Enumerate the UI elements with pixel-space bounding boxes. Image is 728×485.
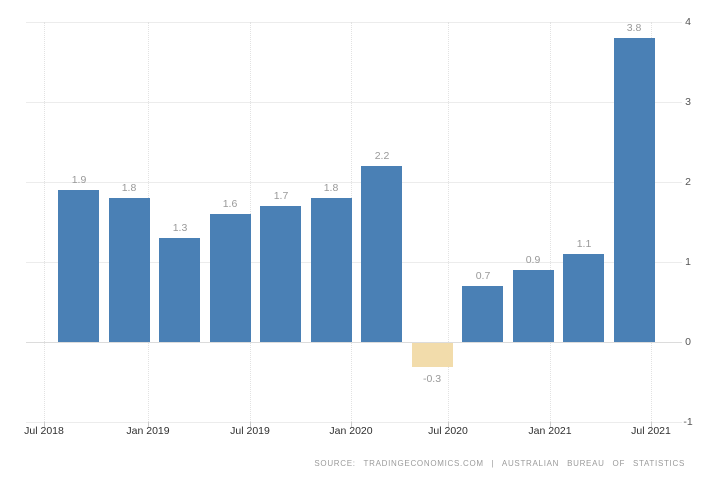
chart-bar-jan-2020[interactable] — [361, 166, 402, 342]
x-axis-label: Jan 2021 — [528, 425, 572, 437]
bar-value-label: 1.1 — [576, 238, 592, 250]
y-axis-label: -1 — [683, 416, 693, 428]
horizontal-gridline — [26, 22, 682, 23]
x-axis-tick — [148, 422, 149, 427]
bar-value-label: 1.9 — [71, 174, 87, 186]
x-axis-label: Jan 2019 — [126, 425, 170, 437]
chart-bar-jul-2020[interactable] — [462, 286, 503, 342]
bar-value-label: 3.8 — [626, 22, 642, 34]
bar-value-label: 1.8 — [121, 182, 137, 194]
bar-value-label: 2.2 — [374, 150, 390, 162]
chart-bar-apr-2021[interactable] — [614, 38, 655, 342]
y-axis-label: 3 — [685, 96, 691, 108]
chart-bar-jan-2019[interactable] — [159, 238, 200, 342]
bar-value-label: 0.7 — [475, 270, 491, 282]
x-axis-label: Jul 2018 — [24, 425, 64, 437]
x-axis-label: Jul 2021 — [631, 425, 671, 437]
chart-bar-jul-2019[interactable] — [260, 206, 301, 342]
x-axis-tick — [351, 422, 352, 427]
horizontal-gridline — [26, 262, 682, 263]
x-axis-tick — [44, 422, 45, 427]
horizontal-gridline — [26, 342, 682, 343]
x-axis-tick — [250, 422, 251, 427]
chart-bar-jul-2018[interactable] — [58, 190, 99, 342]
horizontal-gridline — [26, 422, 682, 423]
source-attribution: SOURCE: TRADINGECONOMICS.COM | AUSTRALIA… — [314, 459, 685, 468]
vertical-gridline — [44, 22, 45, 422]
x-axis-tick — [448, 422, 449, 427]
bar-value-label: 0.9 — [525, 254, 541, 266]
chart-bar-apr-2020[interactable] — [412, 343, 453, 367]
bar-value-label: 1.8 — [323, 182, 339, 194]
y-axis-label: 4 — [685, 16, 691, 28]
x-axis-tick — [550, 422, 551, 427]
x-axis-label: Jan 2020 — [329, 425, 373, 437]
chart-bar-oct-2020[interactable] — [513, 270, 554, 342]
bar-value-label: 1.7 — [273, 190, 289, 202]
chart-bar-apr-2019[interactable] — [210, 214, 251, 342]
vertical-gridline — [448, 22, 449, 422]
chart-bar-oct-2018[interactable] — [109, 198, 150, 342]
x-axis-label: Jul 2020 — [428, 425, 468, 437]
x-axis-tick — [651, 422, 652, 427]
y-axis-label: 0 — [685, 336, 691, 348]
chart-bar-oct-2019[interactable] — [311, 198, 352, 342]
bar-value-label: 1.6 — [222, 198, 238, 210]
vertical-gridline — [550, 22, 551, 422]
y-axis-label: 2 — [685, 176, 691, 188]
y-axis-label: 1 — [685, 256, 691, 268]
bar-value-label: 1.3 — [172, 222, 188, 234]
chart-bar-jan-2021[interactable] — [563, 254, 604, 342]
bar-value-label: -0.3 — [422, 373, 442, 385]
horizontal-gridline — [26, 182, 682, 183]
x-axis-label: Jul 2019 — [230, 425, 270, 437]
horizontal-gridline — [26, 102, 682, 103]
